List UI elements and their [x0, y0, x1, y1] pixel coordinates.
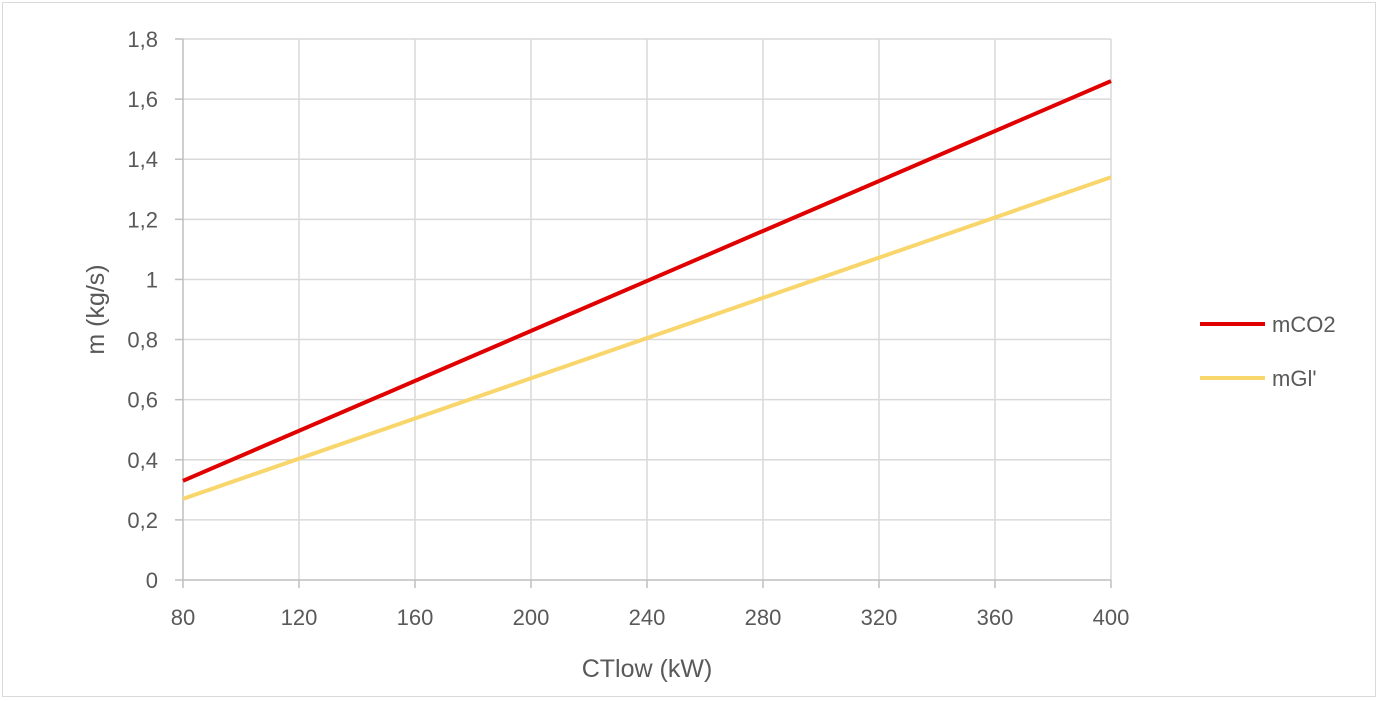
axes	[175, 38, 1112, 588]
y-tick-label: 0,4	[127, 448, 158, 473]
x-tick-label: 160	[397, 605, 434, 630]
y-tick-label: 1	[146, 267, 158, 292]
y-tick-label: 0,6	[127, 388, 158, 413]
x-tick-label: 280	[745, 605, 782, 630]
grid	[183, 38, 1112, 580]
y-tick-label: 1,8	[127, 27, 158, 52]
legend-label-2: mGl'	[1272, 366, 1317, 391]
series-line-2	[182, 175, 1112, 501]
y-tick-label: 0,8	[127, 328, 158, 353]
y-axis-title: m (kg/s)	[82, 264, 110, 354]
series-lines	[182, 79, 1112, 501]
x-axis-title: CTlow (kW)	[582, 655, 713, 683]
y-tick-label: 1,6	[127, 87, 158, 112]
x-tick-label: 360	[977, 605, 1014, 630]
x-tick-label: 80	[171, 605, 195, 630]
x-tick-label: 200	[513, 605, 550, 630]
y-tick-label: 1,2	[127, 207, 158, 232]
legend-label-1: mCO2	[1272, 312, 1336, 337]
legend: mCO2 mGl'	[1200, 312, 1336, 391]
x-tick-labels: 80 120 160 200 240 280 320 360 400	[171, 605, 1130, 630]
x-tick-label: 400	[1093, 605, 1130, 630]
y-tick-label: 0	[146, 568, 158, 593]
y-tick-label: 0,2	[127, 508, 158, 533]
x-tick-label: 120	[281, 605, 318, 630]
y-tick-labels: 0 0,2 0,4 0,6 0,8 1 1,2 1,4 1,6 1,8	[127, 27, 158, 593]
x-tick-label: 320	[861, 605, 898, 630]
y-tick-label: 1,4	[127, 147, 158, 172]
series-line-1	[182, 79, 1112, 483]
x-tick-label: 240	[629, 605, 666, 630]
